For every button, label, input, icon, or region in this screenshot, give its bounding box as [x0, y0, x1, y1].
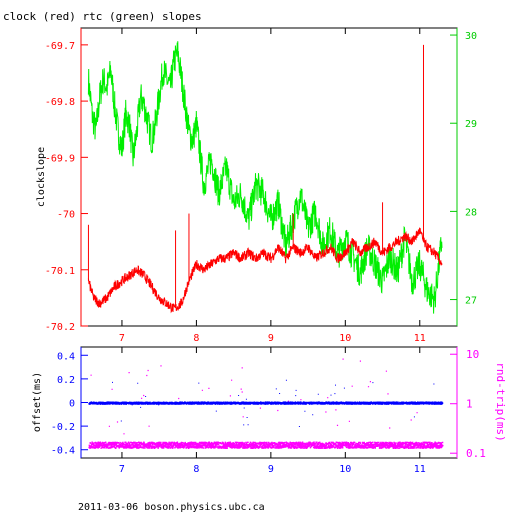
bottom-left-tick-label: 0	[69, 399, 75, 410]
top-x-tick-label: 8	[193, 333, 199, 344]
top-plot-area: 7 8 9 10 11 -69.7 -69.8 -69.9 -70 -70.1 -70.2 30 29 2…	[45, 28, 477, 344]
clock-slope-series-line	[87, 227, 443, 314]
top-left-tick-label: -69.9	[45, 153, 75, 164]
bottom-x-tick-label: 9	[268, 464, 274, 475]
top-right-tick-label: 30	[465, 31, 477, 42]
top-x-tick-label: 9	[268, 333, 274, 344]
top-right-tick-label: 29	[465, 119, 477, 130]
bottom-left-tick-label: 0.4	[57, 351, 75, 362]
footer-text: 2011-03-06 boson.physics.ubc.ca	[78, 502, 265, 512]
top-left-tick-label: -70	[57, 210, 75, 221]
top-left-tick-label: -70.2	[45, 322, 75, 333]
bottom-x-tick-label: 10	[339, 464, 351, 475]
top-right-tick-label: 28	[465, 207, 477, 218]
bottom-plot-area: 7 8 9 10 11 0.4 0.2 0 -0.2 -0.4 10 1 0.1	[51, 347, 486, 475]
bottom-right-tick-label: 1	[466, 398, 473, 411]
top-left-tick-label: -69.7	[45, 41, 75, 52]
top-right-tick-label: 27	[465, 296, 477, 307]
top-x-tick-label: 7	[119, 333, 125, 344]
bottom-y-axis-label: offset(ms)	[32, 372, 43, 432]
chart-title: clock (red) rtc (green) slopes	[3, 10, 202, 23]
bottom-right-axis-label: rnd-trip(ms)	[494, 362, 507, 441]
top-left-tick-label: -70.1	[45, 266, 75, 277]
bottom-x-tick-label: 8	[193, 464, 199, 475]
top-left-tick-label: -69.8	[45, 97, 75, 108]
bottom-x-tick-label: 7	[119, 464, 125, 475]
bottom-right-tick-label: 10	[466, 348, 479, 361]
top-y-axis-label: clockslope	[36, 147, 47, 207]
bottom-left-tick-label: -0.4	[51, 446, 75, 457]
rtc-slope-series-line	[87, 41, 443, 314]
bottom-left-tick-label: -0.2	[51, 422, 75, 433]
top-x-tick-label: 11	[414, 333, 426, 344]
top-x-tick-label: 10	[339, 333, 351, 344]
offset-points	[88, 379, 444, 427]
bottom-left-tick-label: 0.2	[57, 375, 75, 386]
bottom-right-tick-label: 0.1	[466, 447, 486, 460]
bottom-x-tick-label: 11	[414, 464, 426, 475]
